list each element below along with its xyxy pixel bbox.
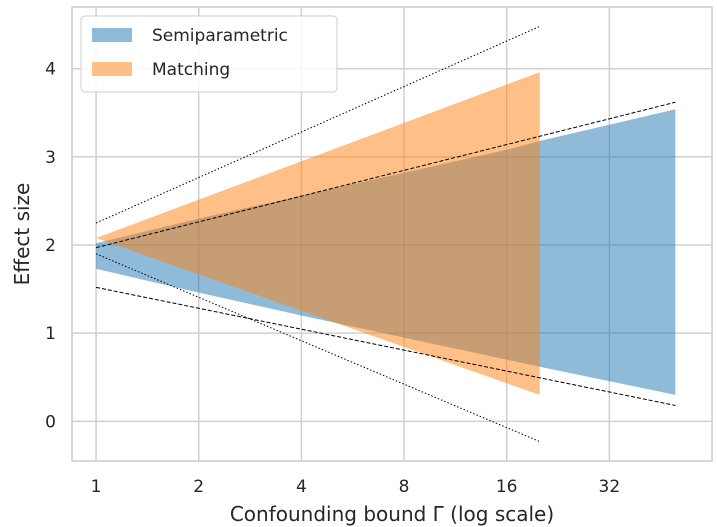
legend-label-matching: Matching [152, 60, 230, 80]
x-tick-label: 4 [296, 477, 307, 497]
legend-label-semiparametric: Semiparametric [152, 26, 288, 46]
dotted-reference-line-1 [95, 25, 540, 224]
x-tick-label: 1 [91, 477, 102, 497]
dashed-reference-line-3 [95, 101, 676, 249]
y-axis-ticks: 0 1 2 3 4 [45, 60, 56, 433]
legend-box [80, 15, 338, 93]
x-tick-label: 32 [599, 477, 621, 497]
y-tick-label: 3 [45, 148, 56, 168]
y-axis-label: Effect size [10, 183, 34, 286]
band-matching [96, 72, 540, 395]
y-tick-label: 2 [45, 236, 56, 256]
y-tick-label: 1 [45, 324, 56, 344]
x-tick-label: 8 [399, 477, 410, 497]
legend: Semiparametric Matching [80, 15, 338, 93]
legend-swatch-semiparametric [92, 28, 132, 42]
y-tick-label: 0 [45, 412, 56, 432]
legend-swatch-matching [92, 62, 132, 76]
x-tick-label: 2 [193, 477, 204, 497]
y-tick-label: 4 [45, 60, 56, 80]
x-axis-label: Confounding bound Γ (log scale) [230, 502, 554, 526]
reference-lines [95, 25, 676, 443]
bands [96, 72, 676, 395]
dashed-reference-line-4 [95, 286, 676, 406]
x-tick-label: 16 [496, 477, 518, 497]
x-axis-ticks: 1 2 4 8 16 32 [91, 477, 621, 497]
